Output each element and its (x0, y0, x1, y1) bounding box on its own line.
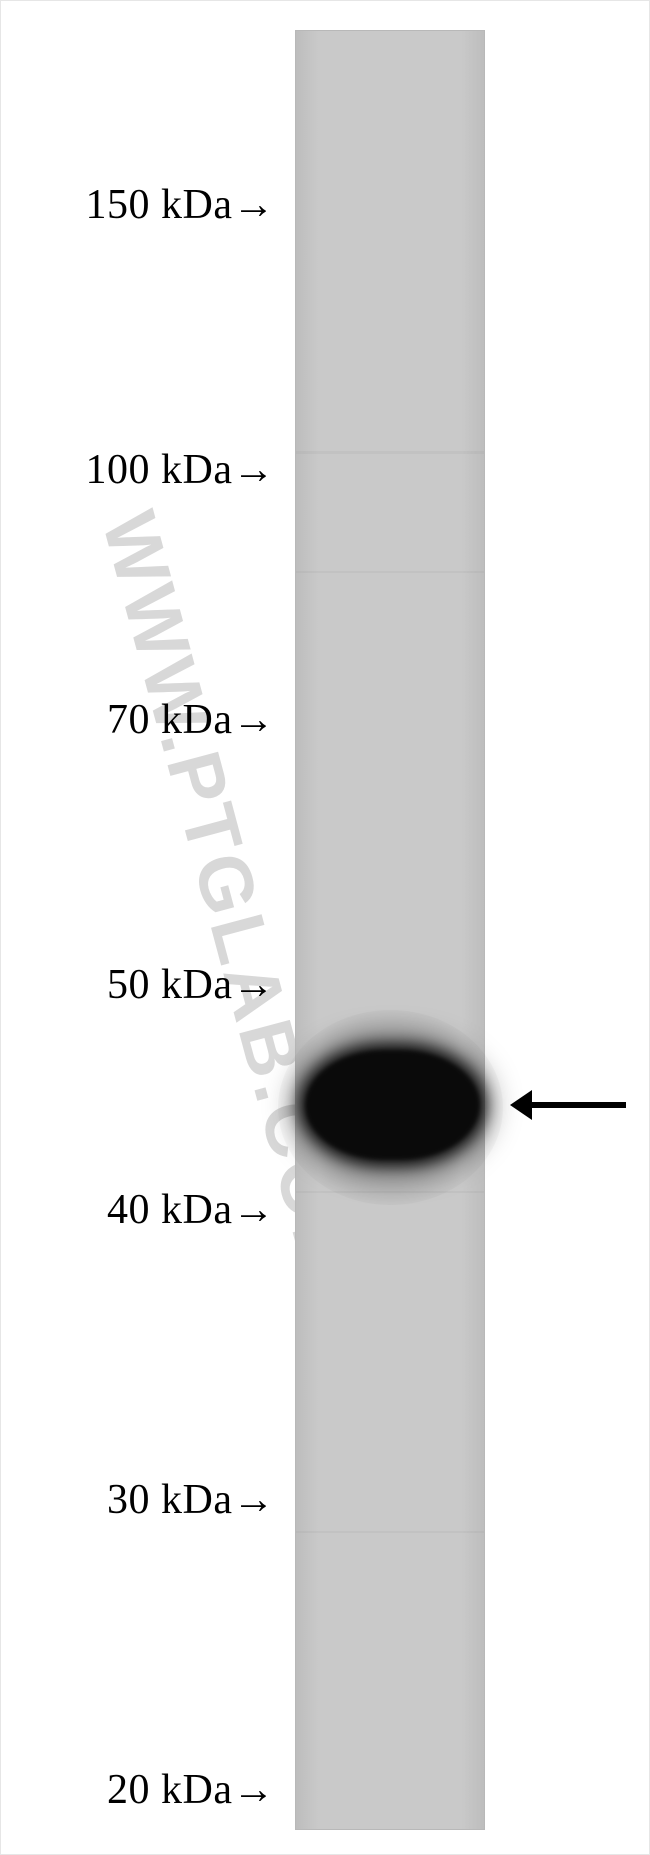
blot-lane-fill (296, 31, 484, 1829)
lane-streak (296, 571, 484, 573)
band-indicator-arrow (508, 1085, 628, 1125)
mw-marker-label: 40 kDa→ (107, 1186, 275, 1234)
lane-streak (296, 1531, 484, 1533)
mw-marker-label: 70 kDa→ (107, 696, 275, 744)
mw-marker-label: 50 kDa→ (107, 961, 275, 1009)
mw-marker-label: 30 kDa→ (107, 1476, 275, 1524)
mw-marker-label: 100 kDa→ (86, 446, 275, 494)
western-blot-figure: WWW.PTGLAB.COM 150 kDa→100 kDa→70 kDa→50… (0, 0, 650, 1855)
lane-streak (296, 451, 484, 454)
blot-lane (295, 30, 485, 1830)
detected-band (305, 1050, 480, 1160)
mw-marker-label: 150 kDa→ (86, 181, 275, 229)
mw-marker-label: 20 kDa→ (107, 1766, 275, 1814)
